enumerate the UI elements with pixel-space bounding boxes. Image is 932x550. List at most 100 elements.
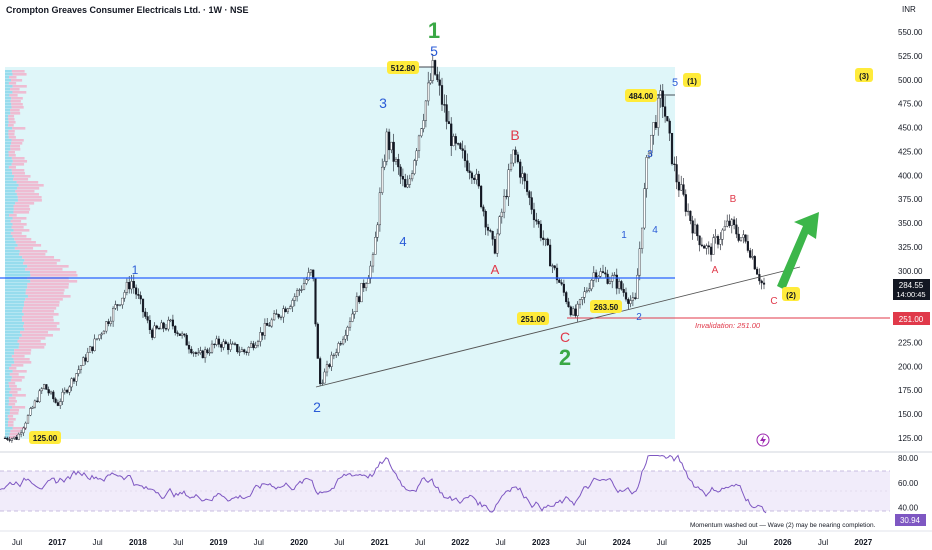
price-tick: 525.00 <box>898 52 923 61</box>
vp-bar-pink <box>17 196 42 199</box>
candle <box>238 351 241 353</box>
candle <box>385 131 388 162</box>
vp-bar-blue <box>5 385 10 388</box>
candle <box>54 398 57 403</box>
vp-bar-pink <box>11 172 25 175</box>
vp-bar-pink <box>11 142 23 145</box>
candle <box>151 329 154 338</box>
vp-bar-pink <box>7 421 14 424</box>
vp-bar-pink <box>12 85 27 88</box>
vp-bar-pink <box>17 340 41 343</box>
vp-bar-pink <box>24 301 60 304</box>
vp-bar-pink <box>10 379 22 382</box>
candle <box>40 388 43 392</box>
vp-bar-blue <box>5 199 18 202</box>
time-tick: Jul <box>818 538 828 547</box>
vp-bar-blue <box>5 82 9 85</box>
vp-bar-pink <box>22 310 55 313</box>
candle <box>677 181 680 191</box>
time-tick: Jul <box>254 538 264 547</box>
price-tick: 175.00 <box>898 386 923 395</box>
time-tick: Jul <box>576 538 586 547</box>
candle <box>719 239 722 245</box>
candle <box>714 236 717 238</box>
candle <box>424 100 427 121</box>
lightning-icon[interactable] <box>756 433 770 447</box>
candle <box>567 301 570 308</box>
candle <box>61 391 64 402</box>
vp-bar-pink <box>8 133 15 136</box>
vp-bar-blue <box>5 244 18 247</box>
candle <box>728 220 731 226</box>
vp-bar-blue <box>5 310 23 313</box>
time-tick: Jul <box>415 538 425 547</box>
vp-bar-pink <box>12 427 27 430</box>
candle <box>365 283 368 289</box>
vp-bar-pink <box>14 238 32 241</box>
candle <box>404 179 407 188</box>
candle <box>381 166 384 193</box>
vp-bar-pink <box>21 334 53 337</box>
candle <box>174 325 177 333</box>
vp-bar-blue <box>5 136 9 139</box>
candle <box>121 297 124 306</box>
candle <box>762 282 766 285</box>
wave-1-paren-label: (1) <box>687 77 697 86</box>
candle <box>176 332 179 334</box>
vp-bar-blue <box>5 367 9 370</box>
vp-bar-blue <box>5 307 23 310</box>
candle <box>383 161 386 168</box>
candle <box>546 238 549 246</box>
vp-bar-pink <box>10 232 22 235</box>
wave-3-paren: (3) <box>855 68 873 82</box>
time-tick: 2024 <box>613 538 631 547</box>
candle <box>378 192 381 226</box>
vp-bar-pink <box>13 358 30 361</box>
candle <box>95 338 99 340</box>
price-tick: 300.00 <box>898 267 923 276</box>
price-tick: 475.00 <box>898 100 923 109</box>
candle <box>647 152 651 158</box>
vp-bar-blue <box>5 274 31 277</box>
candle <box>454 136 457 144</box>
invalid-price-tag: 251.00 <box>893 312 930 325</box>
sub-wave-1: 1 <box>621 230 627 241</box>
candle <box>302 283 306 290</box>
wave-4: 4 <box>399 234 406 249</box>
candle <box>146 316 149 321</box>
vp-bar-blue <box>5 229 14 232</box>
vp-bar-blue <box>5 325 24 328</box>
vp-bar-pink <box>12 217 27 220</box>
candle <box>491 231 494 240</box>
vp-bar-pink <box>10 79 23 82</box>
wave-b: B <box>510 127 519 143</box>
rsi-axis[interactable]: 80.00 60.00 40.00 <box>898 454 919 513</box>
tag-512-label: 512.80 <box>391 64 416 73</box>
vp-bar-blue <box>5 253 20 256</box>
time-tick: 2027 <box>854 538 872 547</box>
vp-bar-pink <box>11 376 25 379</box>
vp-bar-blue <box>5 148 11 151</box>
vp-bar-pink <box>8 136 16 139</box>
time-tick: Jul <box>173 538 183 547</box>
invalid-price: 251.00 <box>899 315 924 324</box>
candle <box>408 178 411 185</box>
candle <box>470 172 473 179</box>
rsi-line <box>0 454 767 514</box>
wave-2-paren-label: (2) <box>786 291 796 300</box>
time-axis[interactable]: Jul 2017 Jul 2018 Jul 2019 Jul 2020 Jul 2021 Jul 20… <box>12 538 873 547</box>
vp-bar-blue <box>5 361 15 364</box>
vp-bar-pink <box>16 187 40 190</box>
vp-bar-blue <box>5 316 22 319</box>
candle <box>229 343 232 350</box>
vp-bar-blue <box>5 163 12 166</box>
price-axis[interactable]: 550.00 525.00 500.00 475.00 450.00 425.00 400.… <box>898 28 923 443</box>
vp-bar-pink <box>12 223 27 226</box>
candle <box>532 209 536 221</box>
candle <box>452 136 455 146</box>
vp-bar-pink <box>11 157 25 160</box>
candle <box>298 289 301 291</box>
vp-bar-blue <box>5 112 11 115</box>
candle <box>111 308 115 322</box>
